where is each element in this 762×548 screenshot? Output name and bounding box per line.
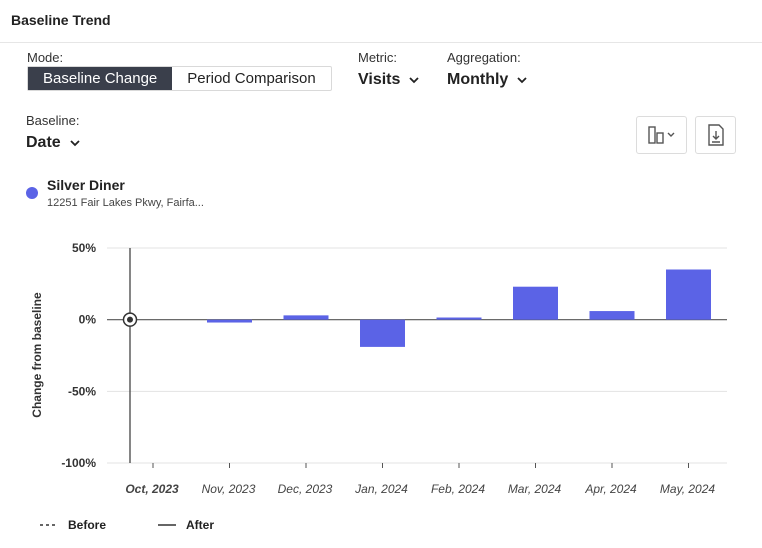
place-address: 12251 Fair Lakes Pkwy, Fairfa...	[47, 197, 204, 209]
chevron-down-icon	[517, 77, 527, 84]
legend-after-label: After	[186, 518, 215, 532]
baseline-value: Date	[26, 134, 61, 151]
data-bar	[436, 317, 482, 320]
chart-type-button[interactable]	[636, 116, 687, 154]
legend-before-label: Before	[68, 518, 107, 532]
y-tick-label: -100%	[61, 456, 96, 470]
x-tick-label: Apr, 2024	[584, 482, 637, 496]
x-tick-label: Oct, 2023	[125, 482, 179, 496]
panel-title: Baseline Trend	[11, 12, 111, 28]
y-tick-label: -50%	[68, 384, 96, 398]
chevron-down-icon	[70, 140, 80, 147]
bar-chart-icon	[647, 126, 674, 144]
baseline-dropdown[interactable]: Date	[26, 134, 81, 152]
chevron-down-icon	[409, 77, 420, 84]
legend-before: Before	[40, 518, 106, 532]
download-button[interactable]	[695, 116, 736, 154]
download-icon	[707, 124, 724, 146]
x-tick-label: Jan, 2024	[354, 482, 408, 496]
x-tick-label: May, 2024	[660, 482, 715, 496]
aggregation-value: Monthly	[447, 71, 509, 88]
mode-option-period-comparison[interactable]: Period Comparison	[187, 70, 316, 87]
place-color-dot	[26, 187, 38, 199]
data-bar	[513, 286, 558, 320]
metric-label: Metric:	[358, 50, 397, 65]
mode-option-baseline-change[interactable]: Baseline Change	[28, 67, 173, 90]
baseline-bar-chart: 50% 0% -50% -100% Oct, 2023 Nov, 2023 Dec, 20…	[30, 241, 727, 496]
place-name[interactable]: Silver Diner	[47, 177, 125, 193]
x-tick-label: Mar, 2024	[508, 482, 562, 496]
y-axis-label: Change from baseline	[30, 292, 44, 418]
legend-after: After	[158, 518, 214, 532]
x-tick-label: Nov, 2023	[202, 482, 256, 496]
data-bar	[666, 269, 711, 320]
title-bar: Baseline Trend	[0, 0, 762, 43]
dashed-line-icon	[40, 524, 58, 526]
data-bar	[283, 315, 329, 320]
baseline-marker-dot	[127, 316, 133, 323]
aggregation-dropdown[interactable]: Monthly	[447, 71, 528, 89]
metric-value: Visits	[358, 71, 401, 88]
y-tick-label: 50%	[72, 241, 96, 255]
aggregation-label: Aggregation:	[447, 50, 521, 65]
x-tick-label: Dec, 2023	[278, 482, 333, 496]
x-tick-label: Feb, 2024	[431, 482, 485, 496]
mode-label: Mode:	[27, 50, 64, 65]
data-bar	[589, 311, 635, 320]
y-tick-label: 0%	[79, 313, 97, 327]
metric-dropdown[interactable]: Visits	[358, 71, 420, 89]
data-bar	[207, 319, 252, 323]
data-bar	[360, 319, 405, 347]
solid-line-icon	[158, 524, 176, 526]
mode-toggle[interactable]: Baseline Change Period Comparison	[27, 66, 332, 91]
baseline-label: Baseline:	[26, 113, 80, 128]
